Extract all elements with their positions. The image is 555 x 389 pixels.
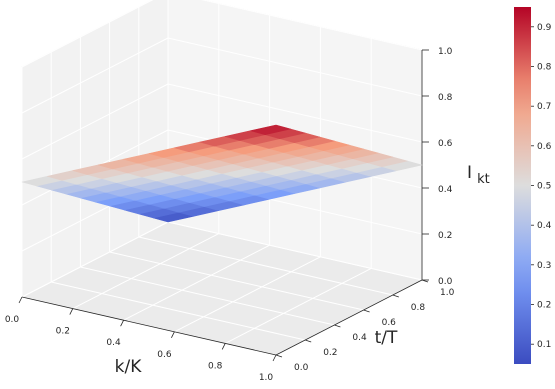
y-axis-line [275, 279, 423, 356]
colorbar-tick-label: 0.6 [537, 142, 552, 152]
x-tick-mark [171, 331, 175, 338]
x-tick-label: 0.4 [106, 338, 121, 348]
gridline [21, 83, 169, 160]
x-tick-label: 0.8 [208, 361, 223, 371]
x-tick-label: 0.2 [56, 327, 70, 337]
gridline [224, 267, 372, 344]
z-tick-label: 0.6 [438, 139, 453, 149]
x-tick-label: 0.6 [157, 350, 172, 360]
gridline [200, 0, 423, 51]
gridline [167, 37, 423, 97]
z-axis-label-main: I [467, 163, 472, 183]
y-tick-label: 0.4 [352, 333, 367, 343]
x-axis-label: k/K [115, 357, 143, 377]
colorbar [514, 7, 531, 364]
x-tick-label: 1.0 [259, 373, 274, 383]
y-tick-label: 0.2 [323, 348, 337, 358]
gridline [51, 281, 306, 341]
tick-labels: 0.00.20.40.60.81.00.00.20.40.60.81.00.00… [5, 47, 455, 383]
x-axis-line [21, 296, 277, 356]
surface-mesh [21, 124, 423, 223]
y-tick-mark [334, 324, 341, 328]
colorbar-tick-label: 0.5 [537, 182, 551, 192]
gridline [167, 221, 423, 281]
colorbar-tick-label: 0.7 [537, 102, 551, 112]
x-tick-label: 0.0 [5, 315, 20, 325]
y-tick-label: 0.6 [382, 318, 397, 328]
gridline [21, 221, 169, 298]
gridline [123, 244, 270, 321]
gridline [138, 236, 393, 296]
colorbar-tick-label: 0.2 [537, 301, 551, 311]
y-tick-label: 0.0 [294, 363, 309, 373]
colorbar-tick-label: 0.1 [537, 340, 551, 350]
gridline [21, 37, 169, 114]
x-tick-mark [120, 320, 124, 327]
colorbar-tick-label: 0.4 [537, 221, 552, 231]
z-tick-label: 0.2 [438, 231, 452, 241]
gridline [21, 0, 154, 68]
x-tick-mark [18, 296, 23, 304]
y-tick-mark [305, 339, 312, 343]
z-tick-label: 0.8 [438, 93, 453, 103]
z-axis-label: I kt [467, 163, 490, 187]
colorbar-tick-label: 0.3 [537, 261, 551, 271]
x-tick-mark [272, 354, 277, 362]
y-tick-mark [363, 309, 370, 313]
colorbar-ticks: 0.1 0.2 0.3 0.4 0.5 0.6 0.7 0.8 0.9 [531, 23, 552, 350]
colorbar-tick-label: 0.9 [537, 23, 552, 33]
colorbar-tick-label: 0.8 [537, 63, 552, 73]
y-tick-label: 1.0 [440, 288, 455, 298]
y-tick-mark [392, 294, 399, 298]
y-tick-label: 0.8 [411, 303, 426, 313]
gridline [72, 233, 220, 310]
gridline [109, 251, 364, 311]
gridline [167, 83, 423, 143]
z-tick-label: 0.0 [438, 277, 453, 287]
y-axis-label: t/T [375, 328, 398, 348]
gridline [80, 266, 335, 326]
y-tick-mark [275, 354, 283, 358]
surface-cell [250, 124, 291, 135]
z-axis-label-sub: kt [477, 172, 490, 187]
gridline [174, 256, 321, 333]
z-tick-label: 0.4 [438, 185, 453, 195]
x-tick-mark [69, 308, 74, 315]
x-tick-mark [221, 343, 226, 350]
z-tick-label: 1.0 [438, 47, 453, 57]
